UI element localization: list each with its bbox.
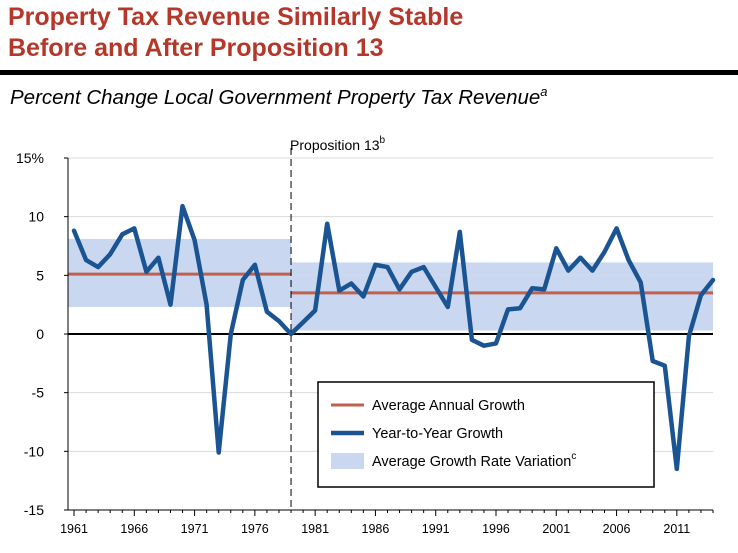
chart-subtitle-text: Percent Change Local Government Property… [10, 85, 541, 109]
y-tick-label: -15 [24, 502, 44, 518]
proposition-13-text: Proposition 13 [290, 137, 380, 153]
y-tick-label: -5 [32, 385, 45, 401]
tick-labels: 15% 10 5 0 -5 -10 -15 1961 1966 1971 1976 1981 1986 1… [16, 150, 690, 536]
title-divider [0, 70, 738, 75]
legend-label-text: Year-to-Year Growth [372, 426, 503, 442]
x-tick-label: 1991 [422, 522, 450, 536]
legend: Average Annual Growth Year-to-Year Growth… [317, 381, 655, 488]
y-tick-label: 0 [36, 326, 44, 342]
chart-title-line2: Before and After Proposition 13 [8, 34, 384, 62]
legend-swatch-band [331, 453, 364, 469]
legend-box [317, 381, 655, 488]
annotations: Proposition 13b [290, 135, 386, 153]
legend-label-footnote: c [571, 451, 576, 462]
x-tick-label: 2011 [663, 522, 690, 536]
x-tick-label: 1976 [241, 522, 269, 536]
chart-title: Property Tax Revenue Similarly Stable Be… [8, 2, 728, 64]
chart-title-line1: Property Tax Revenue Similarly Stable [8, 3, 464, 31]
chart-subtitle: Percent Change Local Government Property… [10, 84, 548, 110]
y-tick-label: -10 [24, 443, 44, 459]
legend-label: Average Growth Rate Variationc [372, 451, 576, 470]
x-tick-label: 1996 [482, 522, 510, 536]
year-to-year-growth-line [71, 203, 716, 472]
y-tick-label: 5 [36, 267, 44, 283]
y-tick-label: 15% [16, 150, 44, 166]
series-lines [71, 203, 716, 472]
x-tick-label: 1966 [120, 522, 148, 536]
x-tick-label: 1986 [362, 522, 390, 536]
legend-label: Average Annual Growth [372, 398, 525, 414]
legend-label-text: Average Annual Growth [372, 398, 525, 414]
x-tick-label: 1961 [60, 522, 88, 536]
proposition-13-label: Proposition 13b [290, 135, 386, 153]
chart-subtitle-footnote: a [540, 84, 548, 99]
x-tick-label: 2001 [542, 522, 570, 536]
y-tick-label: 10 [28, 209, 44, 225]
legend-label-text: Average Growth Rate Variation [372, 454, 571, 470]
axes [64, 148, 714, 516]
x-tick-label: 1971 [181, 522, 209, 536]
x-tick-label: 2006 [603, 522, 631, 536]
legend-label: Year-to-Year Growth [372, 426, 503, 442]
x-tick-label: 1981 [301, 522, 329, 536]
proposition-13-footnote: b [380, 135, 386, 146]
